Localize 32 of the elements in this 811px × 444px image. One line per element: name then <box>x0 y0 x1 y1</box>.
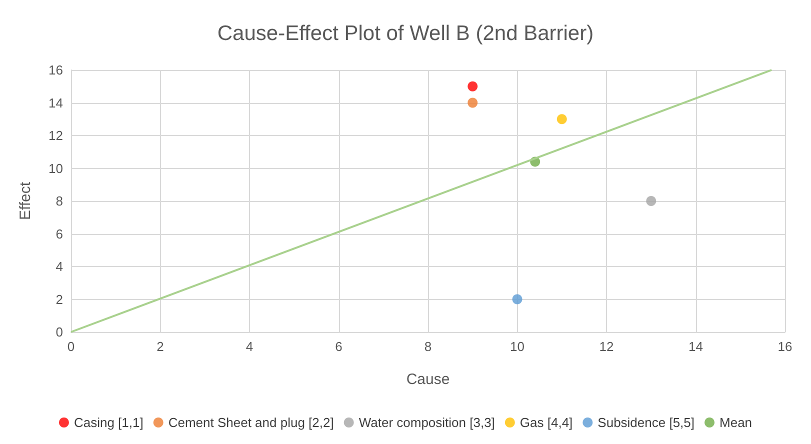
y-tick-label: 6 <box>56 226 63 242</box>
x-tick-label: 14 <box>688 339 703 354</box>
legend-label: Gas [4,4] <box>520 415 573 430</box>
x-tick-label: 4 <box>246 339 254 354</box>
x-tick-label: 2 <box>156 339 164 354</box>
y-tick-label: 4 <box>56 259 63 274</box>
x-tick-label: 16 <box>778 339 792 354</box>
x-tick-label: 12 <box>599 339 614 354</box>
y-tick-label: 16 <box>48 62 63 78</box>
legend-label: Casing [1,1] <box>74 415 144 430</box>
y-tick-label: 8 <box>56 194 63 208</box>
x-tick-label: 0 <box>67 339 75 354</box>
x-tick-label: 10 <box>510 339 524 354</box>
y-tick-label: 12 <box>48 128 63 143</box>
legend-label: Cement Sheet and plug [2,2] <box>168 415 334 430</box>
point <box>468 98 478 108</box>
y-axis-title: Effect <box>17 181 34 220</box>
y-tick-label: 10 <box>48 160 63 176</box>
legend-label: Mean <box>720 415 752 430</box>
point <box>646 196 656 206</box>
y-tick-label: 2 <box>56 292 63 307</box>
y-tick-label: 14 <box>48 95 63 110</box>
x-tick-label: 8 <box>424 339 432 354</box>
legend-label: Water composition [3,3] <box>358 415 495 430</box>
legend-label: Subsidence [5,5] <box>598 415 695 430</box>
x-tick-label: 6 <box>335 339 342 354</box>
x-axis-title: Cause <box>406 371 450 388</box>
y-tick-label: 0 <box>56 324 63 340</box>
point <box>468 81 478 92</box>
chart-title: Cause-Effect Plot of Well B (2nd Barrier) <box>217 22 594 45</box>
point <box>512 294 522 304</box>
point <box>556 114 567 124</box>
